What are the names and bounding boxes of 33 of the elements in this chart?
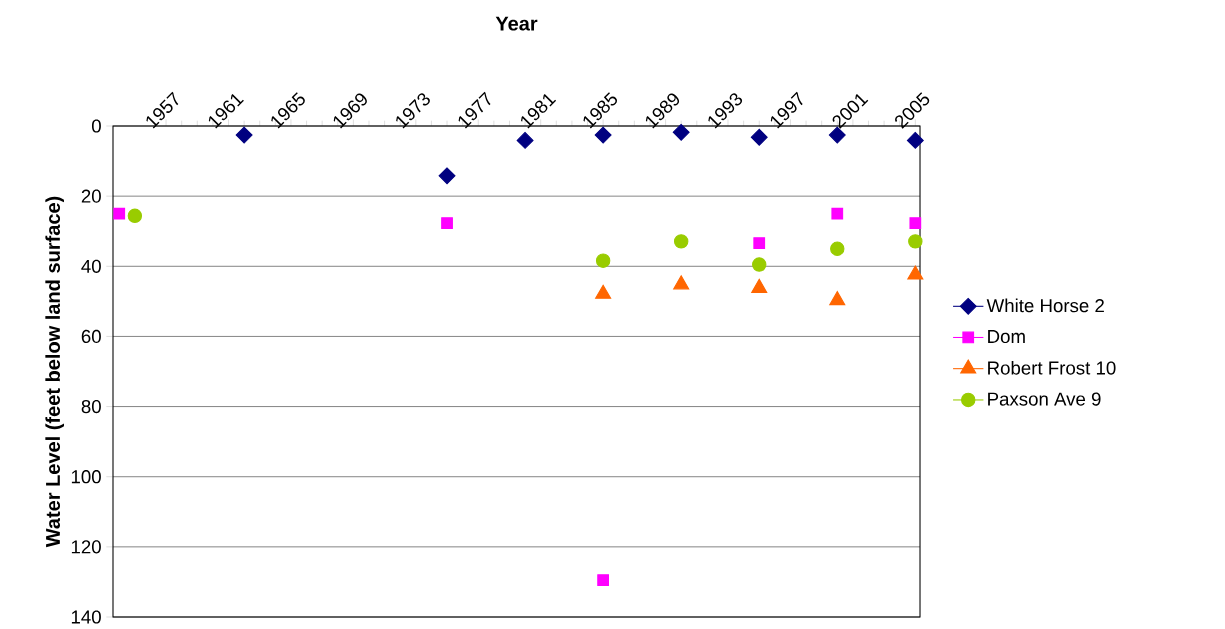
point [908,234,923,249]
legend-label: Dom [988,330,1025,344]
y-tick-label: 0 [91,119,101,133]
point [595,253,611,268]
point [750,128,768,146]
point [127,208,143,223]
point [830,241,845,256]
y-tick-label: 140 [71,610,101,624]
y-tick-label: 60 [81,329,101,344]
point [909,217,922,230]
y-tick-label: 40 [81,259,101,273]
point [829,291,846,306]
point [516,131,534,149]
legend-label: White Horse 2 [986,298,1104,313]
point [831,207,844,220]
point [673,234,689,249]
legend-label: Robert Frost 10 [988,360,1116,375]
point [597,574,610,587]
y-tick-label: 80 [81,399,101,414]
point [113,207,126,220]
point [438,167,456,185]
y-tick-label: 100 [71,470,101,484]
point [906,131,924,149]
legend-label: Paxson Ave 9 [988,392,1101,406]
x-axis-title: Year [495,16,538,31]
point [753,237,766,250]
point [673,275,690,290]
y-axis-title: Water Level (feet below land surface) [45,196,64,548]
y-tick-label: 20 [81,189,101,203]
point [441,217,453,230]
point [752,257,767,272]
y-tick-label: 120 [71,540,101,554]
point [907,265,924,280]
